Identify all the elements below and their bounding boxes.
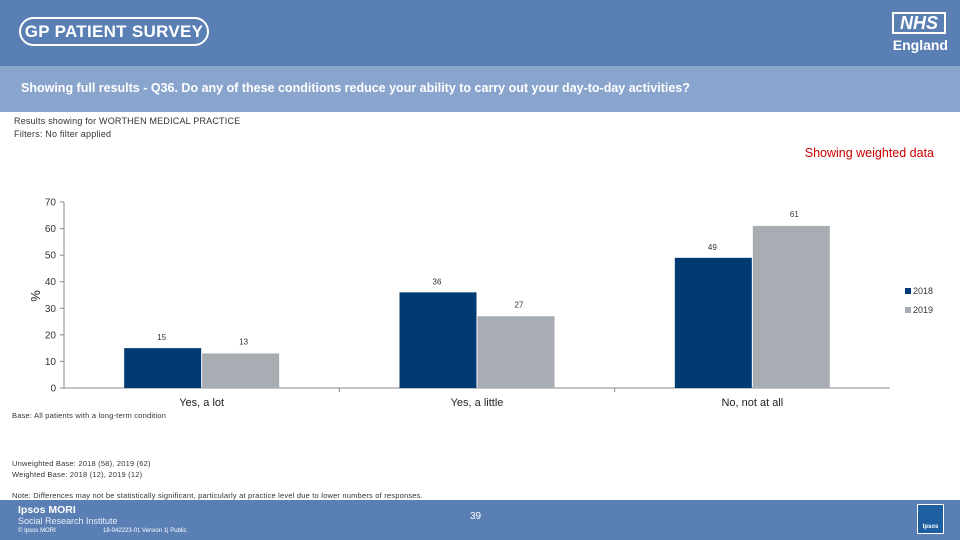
data-label-2019: 61 [790, 210, 799, 219]
bar-2019 [477, 316, 555, 388]
data-label-2019: 13 [239, 337, 248, 346]
filters-label: Filters: No filter applied [14, 129, 112, 139]
category-label: Yes, a little [451, 397, 504, 409]
data-label-2018: 15 [157, 333, 166, 342]
y-tick-label: 20 [45, 330, 57, 341]
y-tick-label: 30 [45, 304, 57, 315]
bar-2018 [399, 292, 477, 388]
question-bar: Showing full results - Q36. Do any of th… [0, 66, 960, 112]
practice-label: Results showing for WORTHEN MEDICAL PRAC… [14, 116, 241, 126]
legend-label-2019: 2019 [913, 305, 933, 315]
ipsos-logo: Ipsos [917, 504, 944, 534]
bar-2018 [674, 257, 752, 388]
weighted-data-label: Showing weighted data [804, 146, 934, 160]
y-tick-label: 10 [45, 357, 57, 368]
bar-2018 [124, 348, 202, 388]
data-label-2018: 49 [708, 243, 717, 252]
bar-2019 [202, 353, 280, 388]
gp-patient-survey-logo: GP PATIENT SURVEY [19, 17, 209, 46]
category-label: Yes, a lot [179, 397, 224, 409]
nhs-logo: NHS [892, 12, 946, 34]
base-note: Base: All patients with a long-term cond… [12, 411, 167, 420]
y-tick-label: 60 [45, 224, 57, 235]
y-tick-label: 0 [50, 384, 56, 395]
y-tick-label: 40 [45, 277, 57, 288]
page-number: 39 [470, 511, 482, 522]
data-label-2019: 27 [515, 300, 524, 309]
unweighted-base-note: Unweighted Base: 2018 (58), 2019 (62) [12, 459, 151, 468]
social-research-label: Social Research Institute [18, 516, 118, 526]
legend-swatch-2018 [905, 288, 911, 294]
job-number-label: 18-042223-01 Version 1| Public [103, 528, 187, 534]
differences-note: Note: Differences may not be statistical… [12, 491, 423, 500]
y-tick-label: 50 [45, 251, 57, 262]
copyright-label: © Ipsos MORI [18, 528, 56, 534]
y-axis-label: % [28, 290, 43, 302]
category-label: No, not at all [721, 397, 783, 409]
data-label-2018: 36 [433, 277, 442, 286]
y-tick-label: 70 [45, 198, 57, 209]
legend-swatch-2019 [905, 307, 911, 313]
ipsos-mori-label: Ipsos MORI [18, 504, 76, 516]
header-bar: GP PATIENT SURVEY NHS England [0, 0, 960, 66]
legend-label-2018: 2018 [913, 286, 933, 296]
question-title: Showing full results - Q36. Do any of th… [21, 81, 690, 95]
footer-bar: Ipsos MORI Social Research Institute © I… [0, 500, 960, 540]
nhs-england-label: England [892, 37, 948, 53]
bar-2019 [752, 225, 830, 388]
weighted-base-note: Weighted Base: 2018 (12), 2019 (12) [12, 470, 143, 479]
